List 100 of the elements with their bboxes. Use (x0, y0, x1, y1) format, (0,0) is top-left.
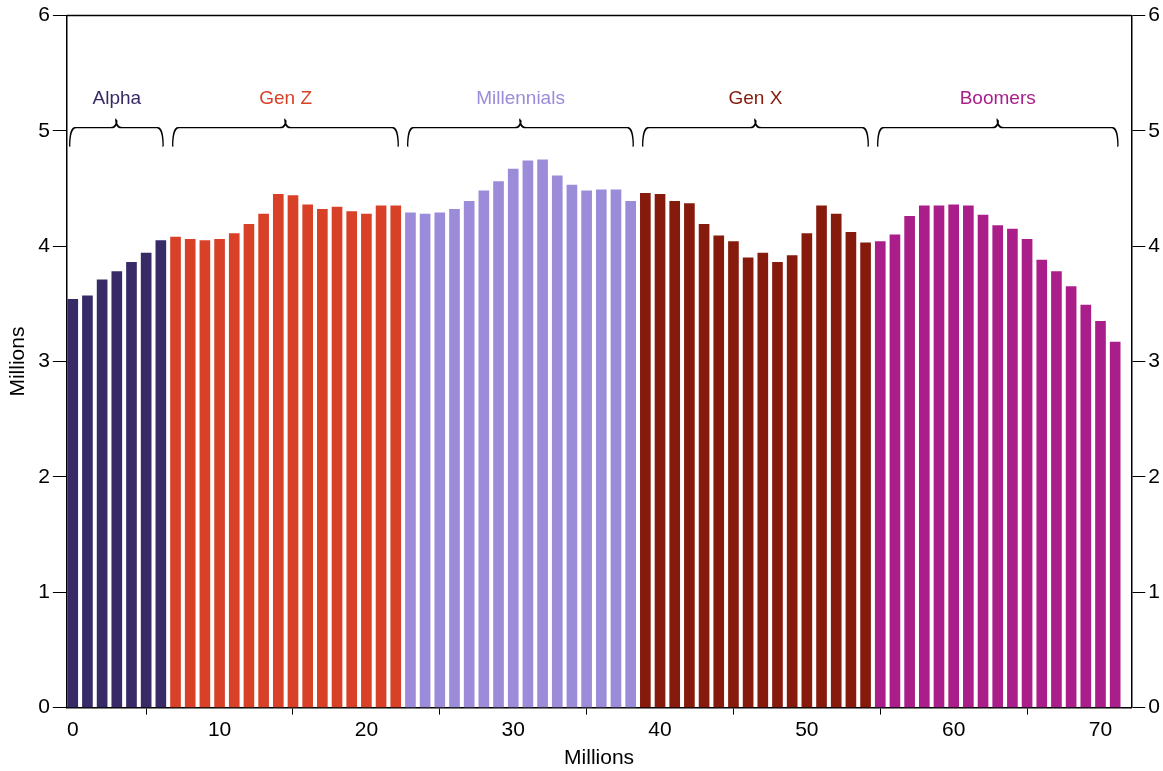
bar (493, 181, 504, 708)
bar (816, 205, 827, 708)
y-tick-label: 6 (38, 2, 50, 26)
text: Gen Z (259, 87, 313, 109)
bar (595, 189, 607, 708)
bar (786, 255, 798, 708)
bar (287, 195, 299, 708)
bar (933, 205, 945, 708)
bar (317, 209, 328, 708)
bar (228, 233, 240, 708)
bar (390, 205, 402, 708)
bar (155, 240, 167, 708)
bar (1109, 341, 1121, 708)
bar (243, 224, 255, 708)
bar (463, 200, 475, 708)
bar (874, 241, 886, 708)
bar (698, 224, 710, 708)
bar (272, 194, 284, 708)
bar (742, 257, 754, 708)
bar (361, 213, 372, 708)
bar (654, 194, 666, 708)
bar (610, 189, 622, 708)
bar (713, 235, 725, 708)
bar (419, 213, 431, 708)
bar (507, 168, 519, 708)
bar (904, 215, 915, 708)
bar (860, 242, 871, 708)
bar (214, 239, 225, 708)
x-tick-label: 0 (66, 717, 79, 740)
bar (199, 240, 211, 708)
bar (96, 279, 108, 708)
bar (1080, 304, 1092, 708)
bar (830, 213, 842, 708)
y-tick-label: 0 (38, 694, 50, 718)
y-tick-label: 5 (38, 117, 50, 141)
bar (170, 236, 181, 708)
text: Gen X (728, 87, 783, 109)
bar (669, 200, 681, 708)
bar (845, 232, 857, 708)
bar (977, 214, 989, 708)
bar (184, 239, 196, 708)
bar (331, 206, 343, 708)
bar (346, 211, 358, 708)
bar (405, 212, 416, 708)
x-tick-label: 30 (501, 717, 525, 740)
bar (1095, 320, 1106, 708)
x-tick-label: 20 (354, 717, 379, 740)
text: Millennials (476, 87, 565, 109)
y2-tick-label: 4 (1148, 233, 1161, 257)
y-tick-label: 3 (38, 348, 50, 372)
bar (566, 184, 578, 708)
bar (449, 209, 460, 708)
bar (684, 203, 695, 708)
bar (111, 271, 123, 708)
bar (126, 262, 137, 708)
x-tick-label: 10 (207, 717, 232, 740)
bar (82, 295, 93, 708)
bar (801, 233, 813, 708)
bar (728, 241, 739, 708)
bar (1051, 271, 1062, 708)
text: Alpha (92, 87, 142, 109)
text: Boomers (959, 87, 1036, 109)
bar (434, 212, 446, 708)
bar (67, 298, 79, 708)
y2-tick-label: 0 (1148, 694, 1161, 718)
bar (302, 204, 313, 708)
bar (581, 190, 592, 708)
y2-tick-label: 2 (1148, 463, 1161, 487)
y-tick-label: 1 (38, 579, 50, 603)
bar (1065, 286, 1077, 708)
x-tick-label: 60 (941, 717, 966, 740)
y-tick-label: 4 (38, 233, 51, 257)
bar (1021, 239, 1033, 708)
y2-tick-label: 1 (1148, 579, 1161, 603)
y2-tick-label: 5 (1148, 117, 1161, 141)
bar (140, 252, 152, 708)
bar (772, 262, 783, 708)
bar (551, 175, 563, 708)
bar (375, 205, 387, 708)
bar (625, 200, 636, 708)
bar (889, 234, 901, 708)
bar (963, 205, 974, 708)
bar (1007, 228, 1018, 708)
y2-tick-label: 6 (1148, 2, 1161, 26)
x-tick-label: 70 (1088, 717, 1113, 740)
x-axis-title: Millions (564, 745, 635, 769)
bar (640, 192, 651, 708)
y-tick-label: 2 (38, 463, 50, 487)
bar (258, 213, 269, 708)
bar (537, 159, 548, 708)
y2-tick-label: 3 (1148, 348, 1161, 372)
bar (478, 190, 490, 708)
bar (948, 204, 959, 708)
y-axis-title: Millions (5, 326, 29, 397)
x-tick-label: 50 (795, 717, 819, 740)
bar (1036, 259, 1048, 708)
x-tick-label: 40 (648, 717, 672, 740)
bar (522, 160, 534, 708)
bar (757, 252, 769, 708)
bar (918, 205, 930, 708)
